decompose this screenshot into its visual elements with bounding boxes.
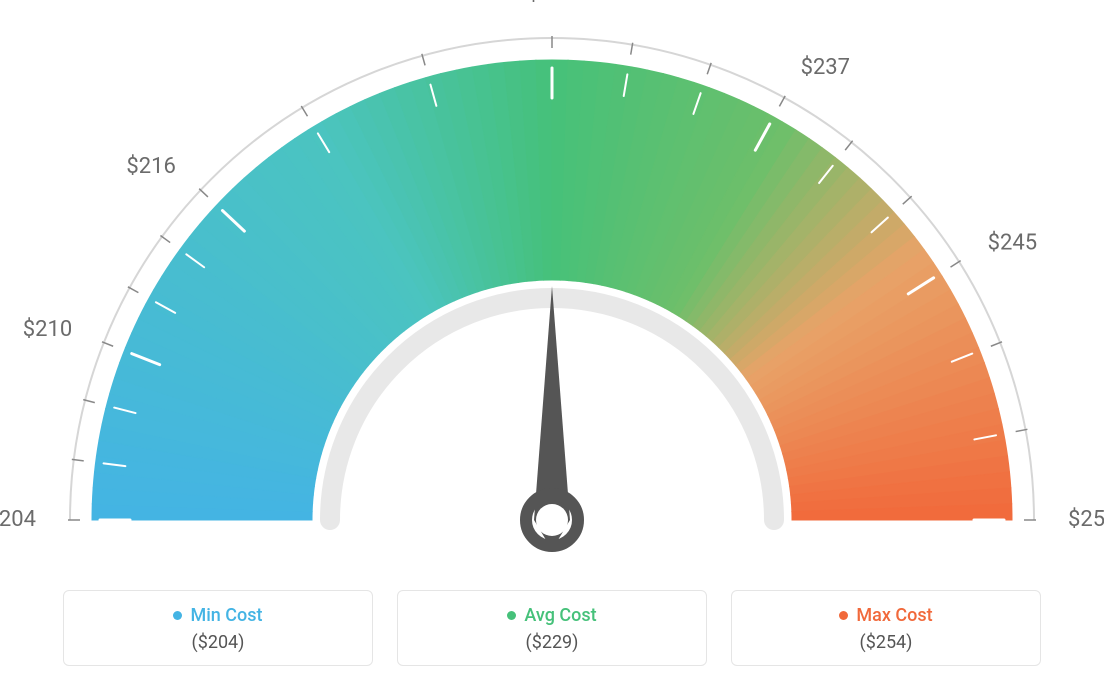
- legend-title-avg: Avg Cost: [524, 605, 596, 626]
- gauge-chart: $204 $210 $216 $229 $237 $245 $254: [0, 0, 1104, 560]
- legend-title-max: Max Cost: [856, 605, 932, 626]
- tick-label: $254: [1068, 507, 1104, 532]
- legend: Min Cost ($204) Avg Cost ($229) Max Cost…: [0, 590, 1104, 666]
- dot-max: [839, 611, 848, 620]
- legend-value-min: ($204): [64, 632, 372, 653]
- legend-card-min: Min Cost ($204): [63, 590, 373, 666]
- tick-label: $229: [527, 0, 576, 6]
- legend-card-avg: Avg Cost ($229): [397, 590, 707, 666]
- tick-label: $245: [988, 231, 1037, 256]
- legend-title-min: Min Cost: [190, 605, 262, 626]
- tick-label: $210: [23, 317, 72, 342]
- dot-avg: [507, 611, 516, 620]
- legend-value-max: ($254): [732, 632, 1040, 653]
- dot-min: [173, 611, 182, 620]
- legend-value-avg: ($229): [398, 632, 706, 653]
- tick-label: $216: [126, 154, 175, 179]
- tick-label: $237: [801, 55, 850, 80]
- tick-label: $204: [0, 507, 36, 532]
- needle-hub-inner: [536, 504, 568, 536]
- legend-card-max: Max Cost ($254): [731, 590, 1041, 666]
